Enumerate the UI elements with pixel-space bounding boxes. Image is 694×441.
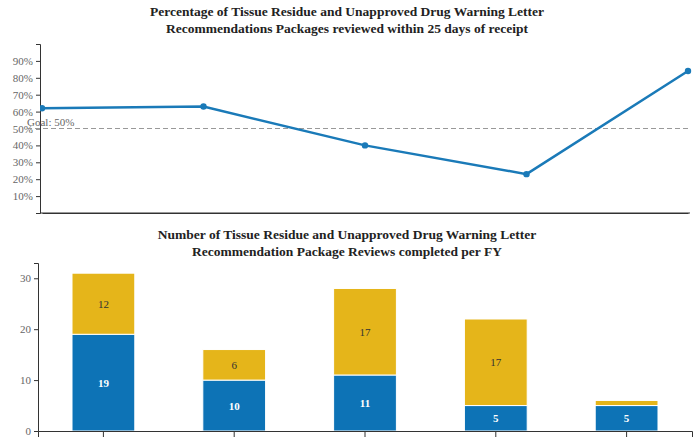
bar (464, 319, 527, 406)
x-tick-mark (626, 431, 627, 437)
y-tick-mark (36, 179, 40, 180)
bar (464, 406, 527, 431)
data-label: 5 (493, 412, 499, 424)
data-label: 12 (98, 298, 109, 310)
bar (203, 350, 266, 381)
data-label: 17 (360, 326, 372, 338)
y-tick-label: 20 (20, 323, 32, 335)
bar-chart: Number of Tissue Residue and Unapproved … (20, 227, 693, 437)
y-tick: 20 (20, 323, 38, 335)
data-line (42, 71, 688, 174)
y-tick-mark (36, 78, 40, 79)
x-axis-line (39, 432, 693, 438)
y-tick-mark (34, 278, 38, 279)
x-tick (626, 431, 627, 437)
y-tick-label: 20% (13, 173, 33, 185)
y-tick-mark (36, 61, 40, 62)
data-label: 17 (490, 356, 502, 368)
y-tick-label: 40% (13, 139, 33, 151)
x-tick-mark (103, 431, 104, 437)
y-tick-mark (36, 112, 40, 113)
bar (595, 406, 658, 431)
y-tick-label: 30 (20, 272, 32, 284)
y-tick-mark (36, 95, 40, 96)
y-tick: 30% (13, 156, 40, 168)
x-axis (39, 431, 693, 437)
y-tick: 20% (13, 173, 40, 185)
y-tick-mark (34, 329, 38, 330)
bar (72, 334, 135, 431)
y-tick-mark (36, 162, 40, 163)
data-point (685, 68, 691, 74)
title: Percentage of Tissue Residue and Unappro… (150, 4, 544, 36)
data-label: 10 (229, 400, 241, 412)
y-axis: 0 10 20 30 (20, 264, 39, 438)
y-tick-mark (34, 380, 38, 381)
data-point (200, 103, 206, 109)
bar (334, 375, 397, 431)
data-label: 5 (624, 412, 630, 424)
x-tick (365, 431, 366, 437)
line-chart: Percentage of Tissue Residue and Unappro… (13, 4, 691, 214)
x-axis-baseline (40, 213, 690, 214)
data-label: 19 (98, 377, 110, 389)
y-tick-label: 10 (20, 374, 32, 386)
page: Percentage of Tissue Residue and Unappro… (0, 0, 694, 441)
plot-area (40, 68, 691, 177)
goal-label: Goal: 50% (27, 116, 74, 128)
y-tick: 10% (13, 190, 40, 202)
bar (334, 288, 397, 375)
x-tick (103, 431, 104, 437)
bar (595, 400, 658, 405)
y-tick-label: 0 (26, 425, 32, 437)
x-tick (495, 431, 496, 437)
x-tick-mark (495, 431, 496, 437)
goal-line (27, 128, 690, 129)
y-tick: 10 (20, 374, 38, 386)
x-tick-mark (365, 431, 366, 437)
y-tick-label: 70% (13, 89, 33, 101)
y-tick: 70% (13, 89, 40, 101)
y-tick: 0 (26, 425, 39, 437)
y-tick-label: 90% (13, 55, 33, 67)
y-tick-label: 30% (13, 156, 33, 168)
data-label: 11 (360, 397, 370, 409)
data-point (362, 142, 368, 148)
y-axis-line (34, 264, 39, 432)
y-tick-mark (34, 431, 38, 432)
x-tick (234, 431, 235, 437)
y-tick: 40% (13, 139, 40, 151)
data-labels: 19 10 11 5 5 12 6 17 17 (98, 298, 630, 425)
plot-area (72, 273, 658, 431)
y-tick-mark (36, 145, 40, 146)
y-tick-label: 80% (13, 72, 33, 84)
y-tick: 90% (13, 55, 40, 67)
y-tick: 80% (13, 72, 40, 84)
y-tick: 30 (20, 272, 38, 284)
bar (203, 380, 266, 431)
data-point (40, 105, 45, 111)
y-tick-label: 10% (13, 190, 33, 202)
x-tick-mark (234, 431, 235, 437)
data-point (523, 171, 529, 177)
title: Number of Tissue Residue and Unapproved … (158, 227, 536, 259)
bar (72, 273, 135, 334)
data-label: 6 (231, 359, 237, 371)
y-tick-mark (36, 196, 40, 197)
